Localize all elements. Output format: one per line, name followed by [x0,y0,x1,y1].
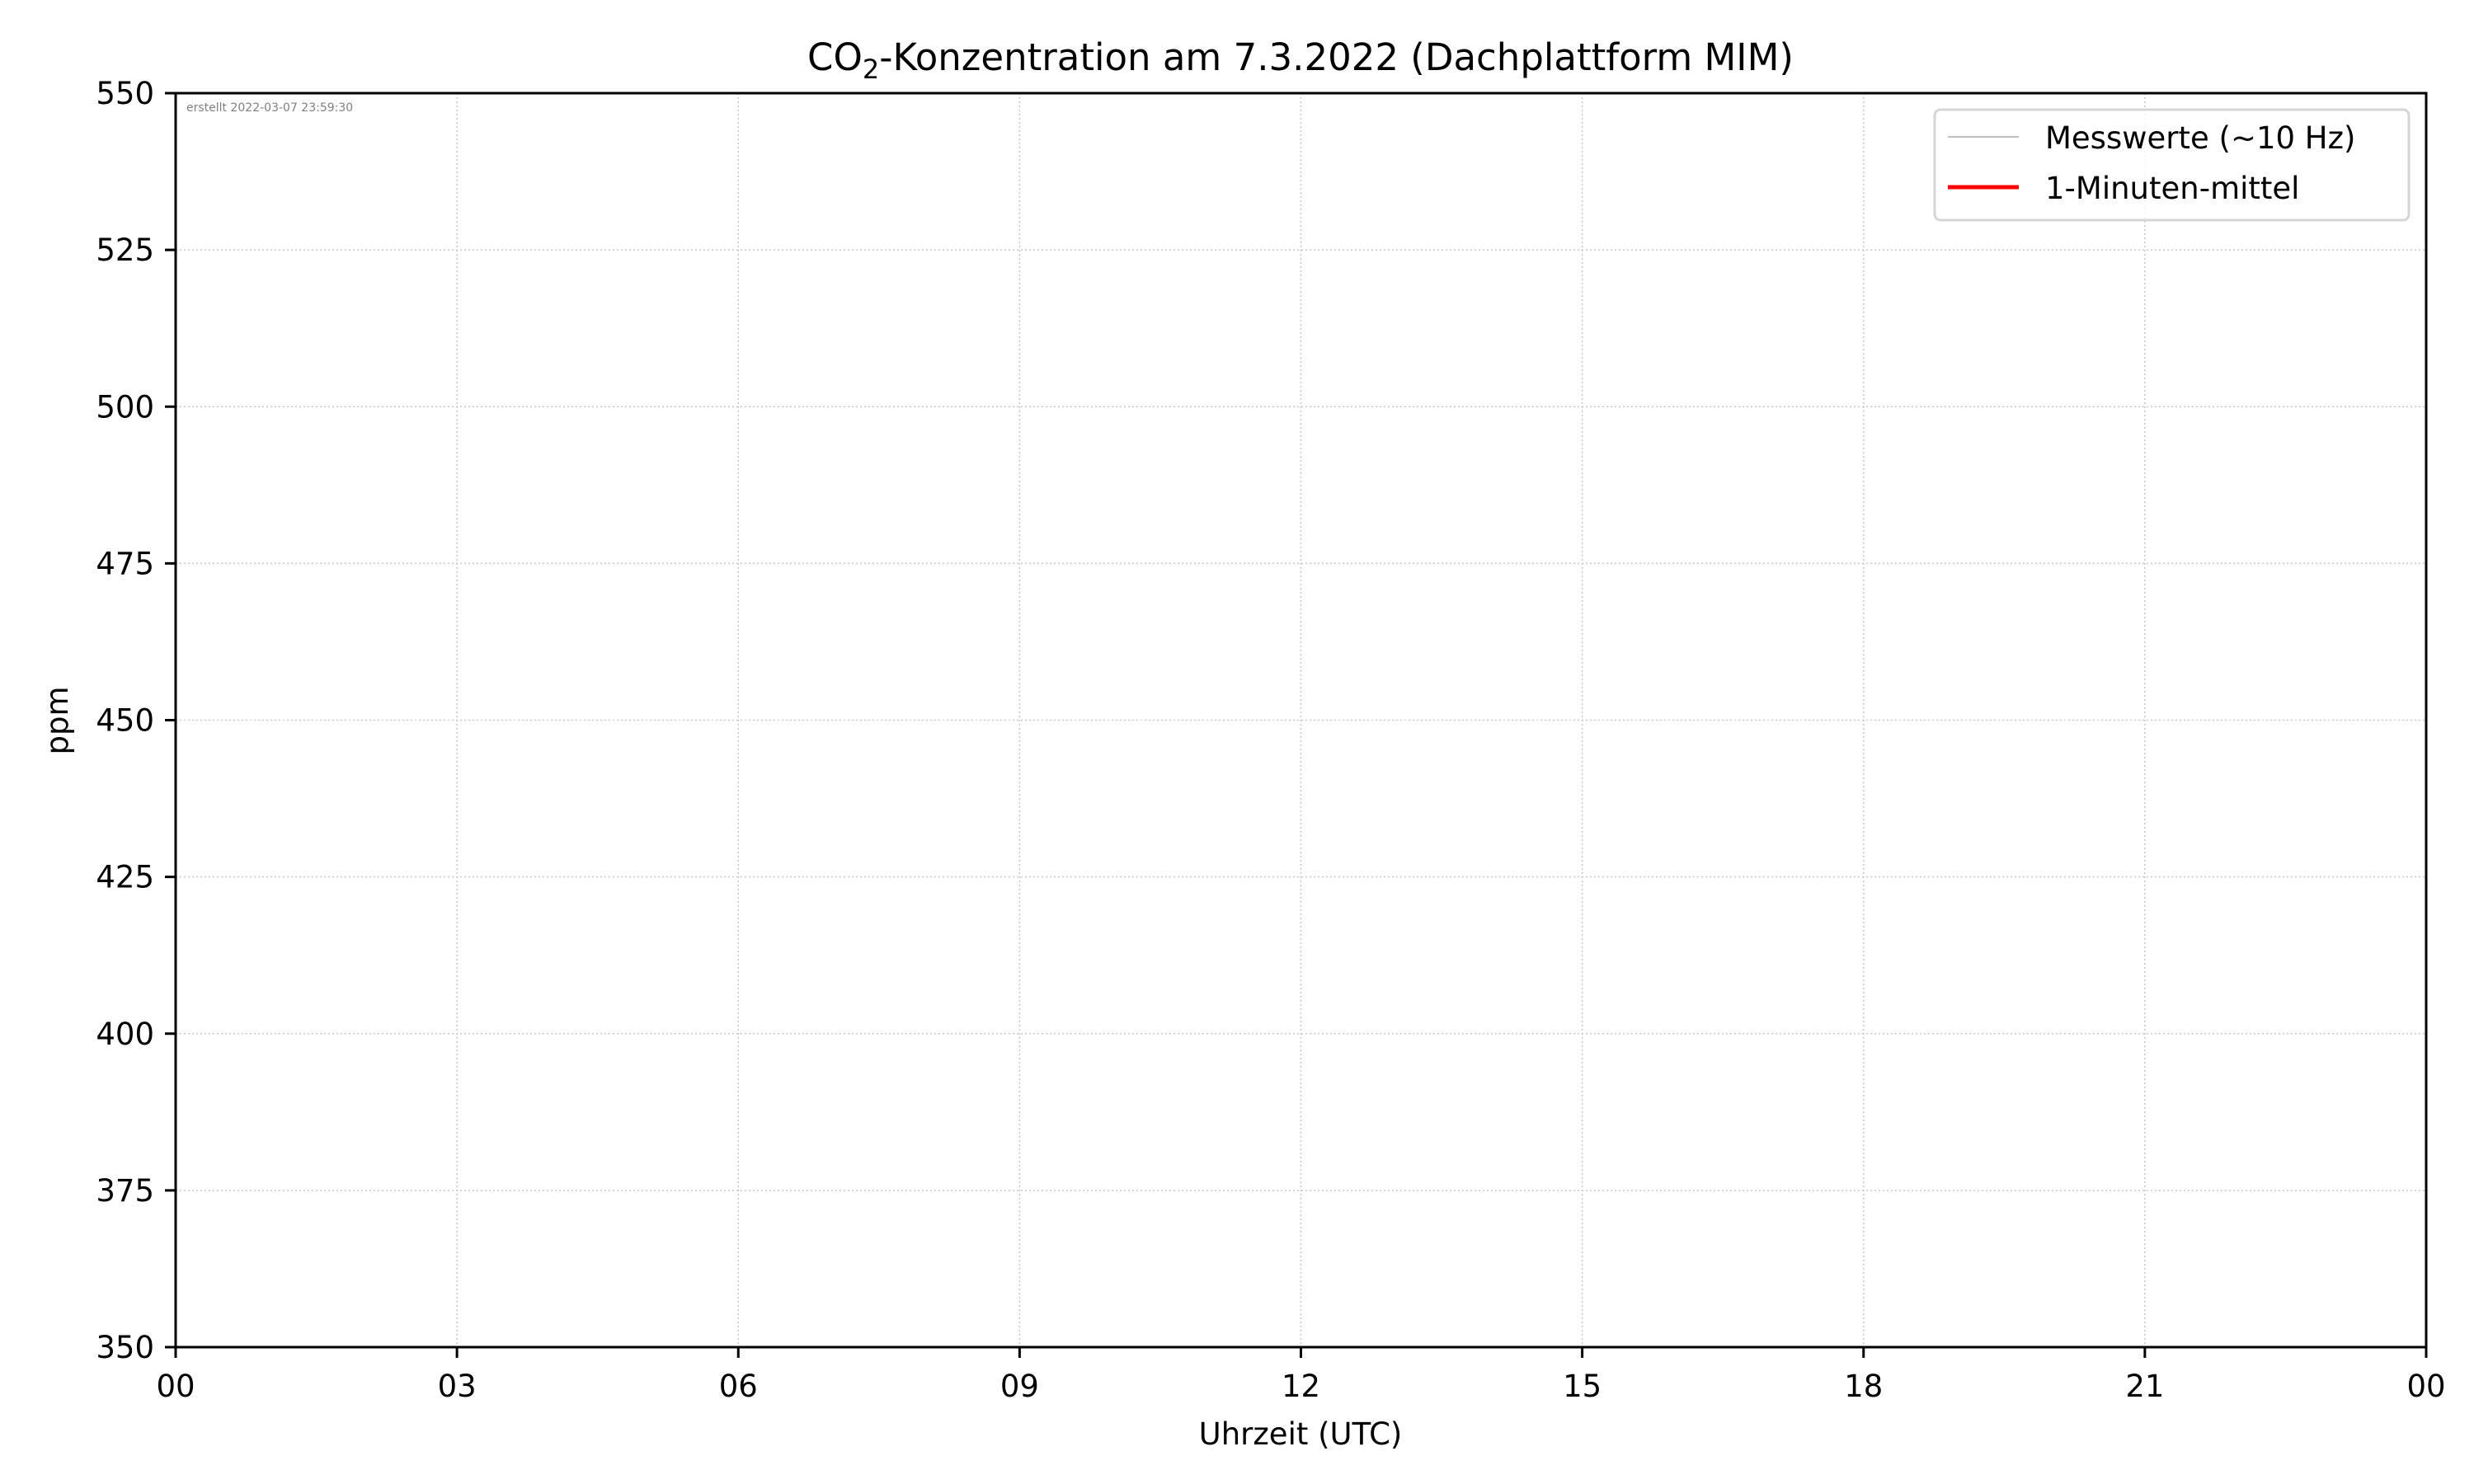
x-tick-label: 21 [2125,1369,2164,1404]
x-tick-label: 06 [719,1369,758,1404]
chart-title: CO2-Konzentration am 7.3.2022 (Dachplatt… [807,35,1794,85]
x-tick-label: 12 [1282,1369,1320,1404]
x-tick-label: 03 [438,1369,477,1404]
x-tick-label: 00 [156,1369,195,1404]
y-tick-label: 525 [96,232,154,268]
legend-label-minutenmittel: 1-Minuten-mittel [2045,171,2299,206]
x-tick-label: 18 [1844,1369,1883,1404]
legend: Messwerte (~10 Hz) 1-Minuten-mittel [1933,108,2411,222]
created-annotation: erstellt 2022-03-07 23:59:30 [186,101,353,115]
legend-label-messwerte: Messwerte (~10 Hz) [2045,120,2355,156]
y-tick-label: 550 [96,76,154,111]
x-axis: 00 03 06 09 12 15 18 21 00 [156,1347,2446,1404]
grid [175,92,2427,1348]
x-tick-label: 15 [1563,1369,1602,1404]
x-axis-label: Uhrzeit (UTC) [1199,1416,1403,1452]
y-tick-label: 375 [96,1173,154,1209]
y-tick-label: 475 [96,546,154,581]
y-tick-label: 500 [96,389,154,425]
y-tick-label: 350 [96,1330,154,1365]
y-tick-label: 400 [96,1017,154,1052]
y-tick-label: 425 [96,860,154,895]
y-axis-label: ppm [40,686,75,754]
y-tick-label: 450 [96,703,154,739]
y-axis: 350 375 400 425 450 475 500 525 550 [96,76,176,1365]
x-tick-label: 00 [2406,1369,2445,1404]
x-tick-label: 09 [1000,1369,1039,1404]
legend-box [1933,108,2411,222]
